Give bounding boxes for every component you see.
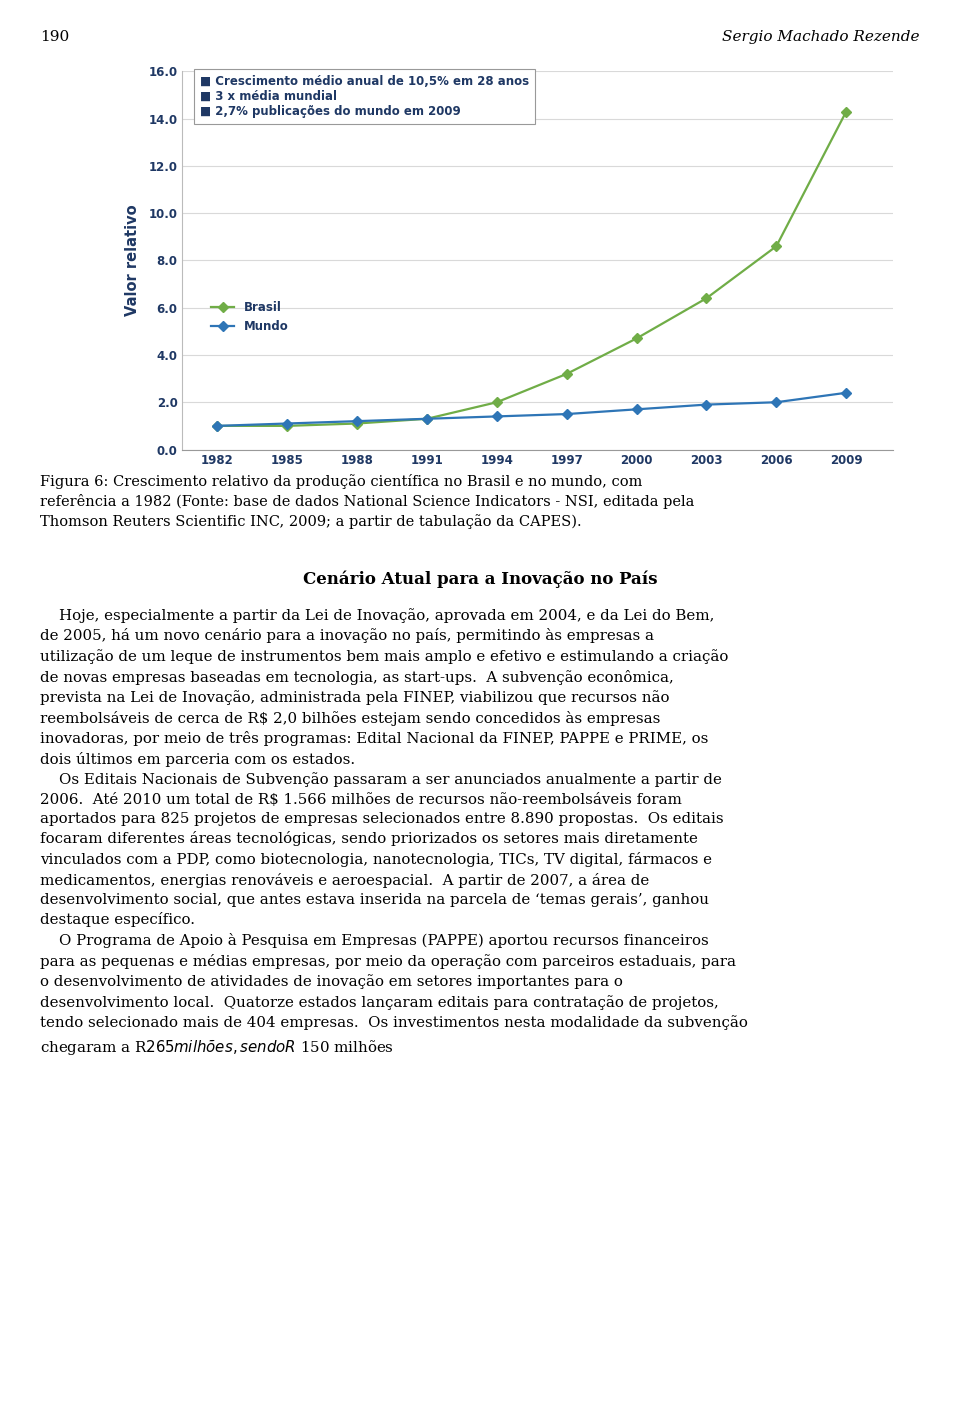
Text: Figura 6: Crescimento relativo da produção científica no Brasil e no mundo, com
: Figura 6: Crescimento relativo da produç… bbox=[40, 474, 695, 529]
Text: ■ Crescimento médio anual de 10,5% em 28 anos
■ 3 x média mundial
■ 2,7% publica: ■ Crescimento médio anual de 10,5% em 28… bbox=[200, 76, 529, 118]
Text: Sergio Machado Rezende: Sergio Machado Rezende bbox=[722, 30, 920, 44]
Text: Hoje, especialmente a partir da Lei de Inovação, aprovada em 2004, e da Lei do B: Hoje, especialmente a partir da Lei de I… bbox=[40, 608, 748, 1057]
Legend: Brasil, Mundo: Brasil, Mundo bbox=[206, 297, 294, 338]
Text: 190: 190 bbox=[40, 30, 69, 44]
Text: Cenário Atual para a Inovação no País: Cenário Atual para a Inovação no País bbox=[302, 571, 658, 588]
Y-axis label: Valor relativo: Valor relativo bbox=[125, 204, 140, 317]
